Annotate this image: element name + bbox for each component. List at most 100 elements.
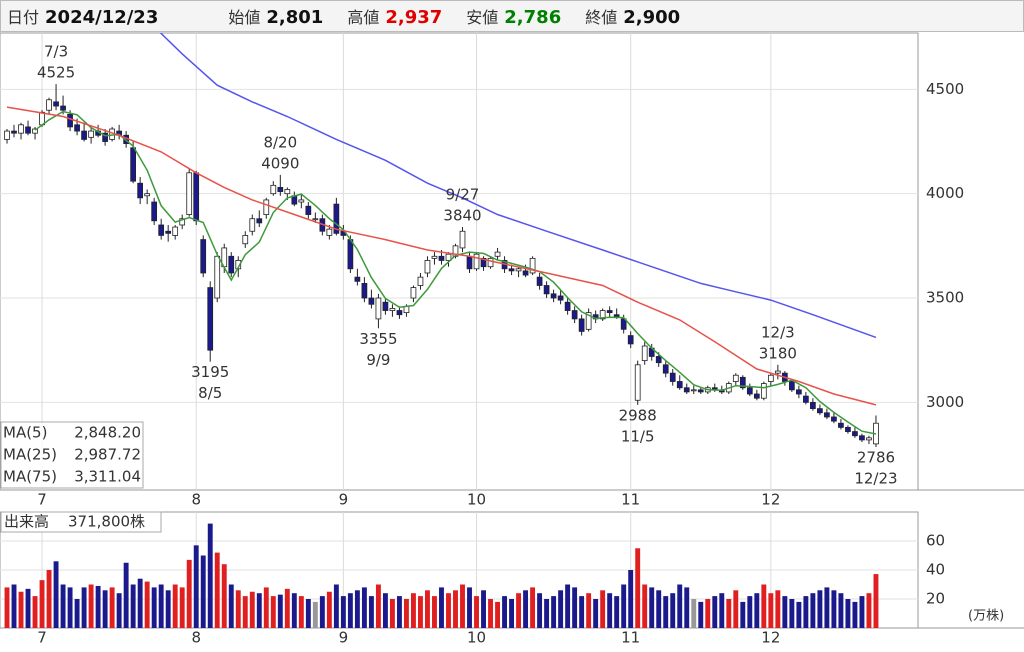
candle-body — [151, 201, 158, 222]
volume-bar — [81, 587, 87, 628]
candle-body — [466, 255, 473, 270]
candle-body — [473, 253, 480, 270]
field-label: 日付 — [7, 8, 40, 27]
volume-bar — [460, 584, 465, 628]
candle-body — [845, 426, 851, 432]
candle-body — [620, 318, 627, 330]
volume-unit: (万株) — [968, 609, 1004, 624]
header-field: 終値 2,900 — [585, 4, 680, 28]
x-tick-label: 12 — [761, 629, 780, 647]
candle-body — [662, 364, 669, 374]
y-tick-label: 3500 — [926, 289, 964, 307]
volume-bar — [635, 548, 641, 628]
candle-body — [690, 389, 697, 392]
annotation-price: 4525 — [37, 64, 75, 82]
annotation-date: 12/23 — [854, 470, 897, 488]
volume-bar — [761, 584, 767, 628]
candle-body — [88, 130, 94, 138]
volume-bar — [656, 590, 662, 628]
volume-bar — [214, 552, 220, 628]
volume-bar — [698, 601, 704, 628]
legend-name: MA(25) — [3, 446, 57, 464]
candle-body — [817, 408, 823, 414]
legend-name: MA(5) — [3, 424, 47, 442]
volume-bar — [663, 596, 669, 628]
volume-bar — [586, 593, 592, 628]
candle-body — [613, 314, 620, 318]
volume-bar — [130, 584, 136, 628]
candle-body — [803, 395, 809, 403]
candle-body — [852, 431, 858, 437]
volume-bar — [116, 593, 122, 628]
candle-body — [459, 230, 466, 249]
legend-value: 3,311.04 — [74, 468, 141, 486]
candle-body — [810, 401, 816, 410]
candle-body — [193, 172, 200, 222]
field-value: 2024/12/23 — [45, 7, 159, 28]
x-tick-label: 10 — [467, 491, 486, 509]
header-field: 始値 2,801 — [228, 4, 323, 28]
volume-bar — [600, 590, 606, 628]
volume-bar — [803, 596, 809, 628]
candle-body — [25, 126, 31, 134]
volume-bar — [403, 599, 409, 628]
volume-bar — [705, 599, 711, 628]
candle-body — [298, 199, 305, 203]
candle-body — [172, 226, 179, 236]
candle-body — [186, 172, 193, 215]
volume-bar — [684, 587, 690, 628]
candle-body — [424, 260, 431, 274]
volume-bar — [768, 593, 774, 628]
annotation-price: 3355 — [359, 330, 397, 348]
volume-bar — [165, 590, 171, 628]
volume-bar — [747, 596, 753, 628]
annotation-date: 7/3 — [44, 43, 68, 61]
volume-bar — [726, 599, 732, 628]
candle-body — [200, 239, 207, 274]
volume-bar — [11, 584, 17, 628]
candle-body — [866, 437, 872, 441]
candle-body — [389, 308, 396, 311]
candle-body — [333, 203, 340, 234]
volume-bar — [537, 593, 543, 628]
volume-bar — [74, 599, 80, 628]
volume-bar — [677, 584, 683, 628]
candle-body — [838, 422, 844, 428]
candle-body — [249, 218, 256, 232]
volume-bar — [67, 587, 73, 628]
candle-body — [669, 372, 676, 382]
candle-body — [739, 376, 746, 389]
candle-body — [655, 356, 662, 364]
y-tick-label: 3000 — [926, 393, 964, 411]
annotation-price: 3180 — [759, 344, 797, 362]
volume-bar — [151, 587, 157, 628]
volume-bar — [228, 584, 234, 628]
candle-body — [277, 187, 284, 192]
ma-line — [34, 110, 877, 435]
candle-body — [831, 416, 837, 422]
candle-body — [60, 105, 66, 111]
volume-bar — [712, 596, 718, 628]
volume-bar — [579, 596, 585, 628]
volume-bar — [179, 587, 185, 628]
volume-bar — [39, 580, 45, 628]
candle-body — [683, 387, 690, 393]
volume-last: 371,800株 — [68, 513, 145, 531]
x-tick-label: 7 — [37, 629, 47, 647]
volume-bar — [88, 584, 94, 628]
candle-body — [326, 228, 333, 236]
volume-bar — [158, 584, 164, 628]
candle-body — [144, 193, 151, 197]
candle-body — [305, 205, 312, 215]
candle-body — [382, 301, 389, 311]
volume-bar — [481, 590, 486, 628]
volume-bar — [551, 596, 557, 628]
volume-bar — [789, 599, 795, 628]
volume-bar — [263, 587, 269, 628]
x-tick-label: 8 — [191, 491, 201, 509]
volume-bar — [502, 596, 508, 628]
legend-value: 2,987.72 — [74, 446, 141, 464]
price-frame — [0, 32, 919, 491]
y-tick-label: 20 — [926, 590, 945, 608]
candle-body — [438, 255, 445, 261]
